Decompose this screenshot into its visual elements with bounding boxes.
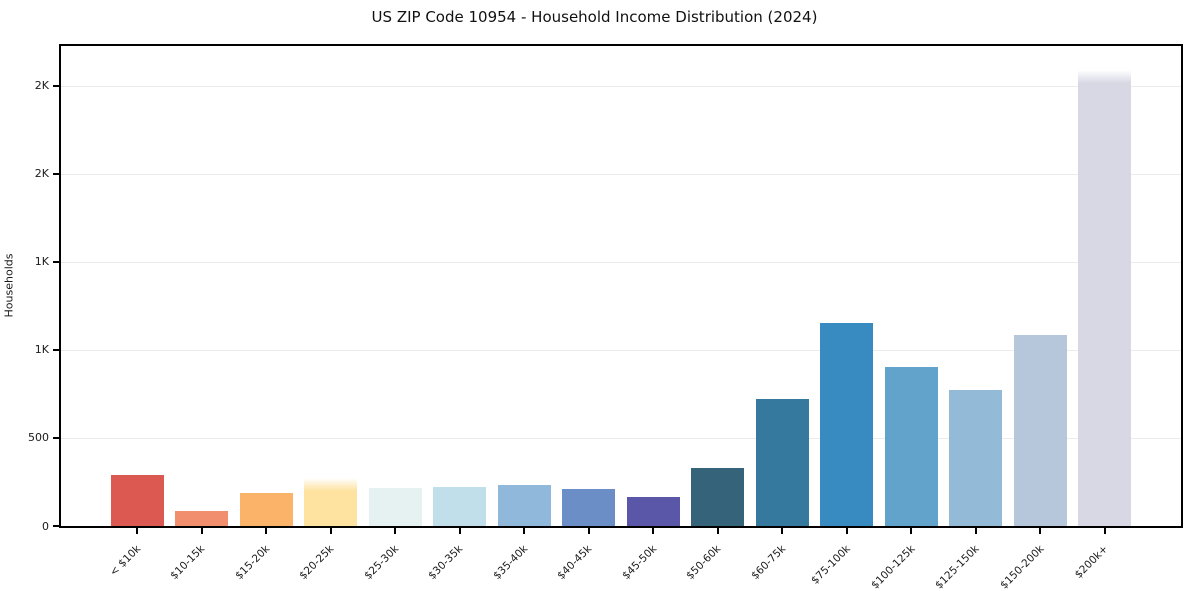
bar-35-40k [497,484,551,526]
bar-slot-20-25k [299,46,364,526]
bar-slot-30-35k [428,46,493,526]
bar-200k [1078,69,1132,526]
x-tick-mark-100-125k [910,528,913,534]
y-axis-label: Households [2,253,16,318]
bar-30-35k [433,487,487,526]
x-tick-label-15-20k: $15-20k [233,542,273,582]
x-tick-mark-35-40k [523,528,526,534]
x-tick-label-35-40k: $35-40k [491,542,531,582]
bar-10k [110,474,164,526]
bar-45-50k [626,496,680,526]
bar-slot-25-30k [363,46,428,526]
y-tick-mark-2500 [53,84,59,87]
y-tick-mark-500 [53,436,59,439]
x-tick-label-20-25k: $20-25k [297,542,337,582]
x-tick-mark-75-100k [845,528,848,534]
x-tick-mark-45-50k [652,528,655,534]
bar-slot-100-125k [879,46,944,526]
x-tick-label-60-75k: $60-75k [749,542,789,582]
x-tick-label-75-100k: $75-100k [808,542,853,587]
gridline-1500 [61,261,1181,263]
gridline-500 [61,437,1181,439]
bar-75-100k [820,323,874,526]
y-tick-mark-1000 [53,348,59,351]
bar-25-30k [368,488,422,526]
y-tick-label-1000: 1K [34,343,49,357]
x-tick-mark-15-20k [265,528,268,534]
y-tick-mark-0 [53,525,59,527]
bar-slot-35-40k [492,46,557,526]
x-tick-label-200k: $200k+ [1072,542,1111,581]
x-tick-label-40-45k: $40-45k [555,542,595,582]
y-tick-label-2500: 2K [34,79,49,93]
x-tick-mark-125-150k [974,528,977,534]
x-tick-label-50-60k: $50-60k [684,542,724,582]
x-tick-label-10-15k: $10-15k [168,542,208,582]
gridline-2500 [61,85,1181,87]
gridline-2000 [61,173,1181,175]
bar-20-25k [304,478,358,526]
bar-slot-150-200k [1008,46,1073,526]
x-tick-label-25-30k: $25-30k [362,542,402,582]
x-tick-mark-150-200k [1039,528,1042,534]
bar-50-60k [691,467,745,526]
bar-100-125k [884,366,938,526]
bar-125-150k [949,390,1003,526]
bar-slot-60-75k [750,46,815,526]
x-tick-mark-60-75k [781,528,784,534]
bar-slot-125-150k [944,46,1009,526]
bar-slot-75-100k [815,46,880,526]
x-tick-mark-50-60k [716,528,719,534]
x-tick-mark-30-35k [458,528,461,534]
bar-slot-40-45k [557,46,622,526]
y-tick-label-500: 500 [28,431,49,445]
y-tick-mark-2000 [53,172,59,175]
x-tick-label-125-150k: $125-150k [933,542,982,591]
x-tick-mark-10-15k [200,528,203,534]
x-tick-label-10k: < $10k [107,542,144,579]
bar-slot-200k [1073,46,1138,526]
x-tick-mark-40-45k [587,528,590,534]
y-tick-label-1500: 1K [34,255,49,269]
x-tick-mark-25-30k [394,528,397,534]
x-tick-mark-200k [1103,528,1106,534]
bar-60-75k [755,399,809,526]
bar-40-45k [562,489,616,526]
x-tick-label-45-50k: $45-50k [620,542,660,582]
y-tick-label-0: 0 [42,519,49,533]
x-tick-mark-20-25k [329,528,332,534]
bar-slot-50-60k [686,46,751,526]
x-tick-label-30-35k: $30-35k [426,542,466,582]
x-tick-label-150-200k: $150-200k [997,542,1047,591]
bar-15-20k [239,492,293,526]
bar-10-15k [175,511,229,526]
bars-layer [61,46,1181,526]
x-tick-mark-10k [136,528,139,534]
bar-slot-15-20k [234,46,299,526]
plot-area [59,44,1183,528]
chart-title: US ZIP Code 10954 - Household Income Dis… [371,8,818,26]
gridline-1000 [61,349,1181,351]
bar-slot-10k [105,46,170,526]
bar-150-200k [1013,334,1067,526]
y-tick-mark-1500 [53,260,59,263]
bar-slot-10-15k [170,46,235,526]
y-tick-label-2000: 2K [34,167,49,181]
x-tick-label-100-125k: $100-125k [868,542,918,591]
bar-slot-45-50k [621,46,686,526]
